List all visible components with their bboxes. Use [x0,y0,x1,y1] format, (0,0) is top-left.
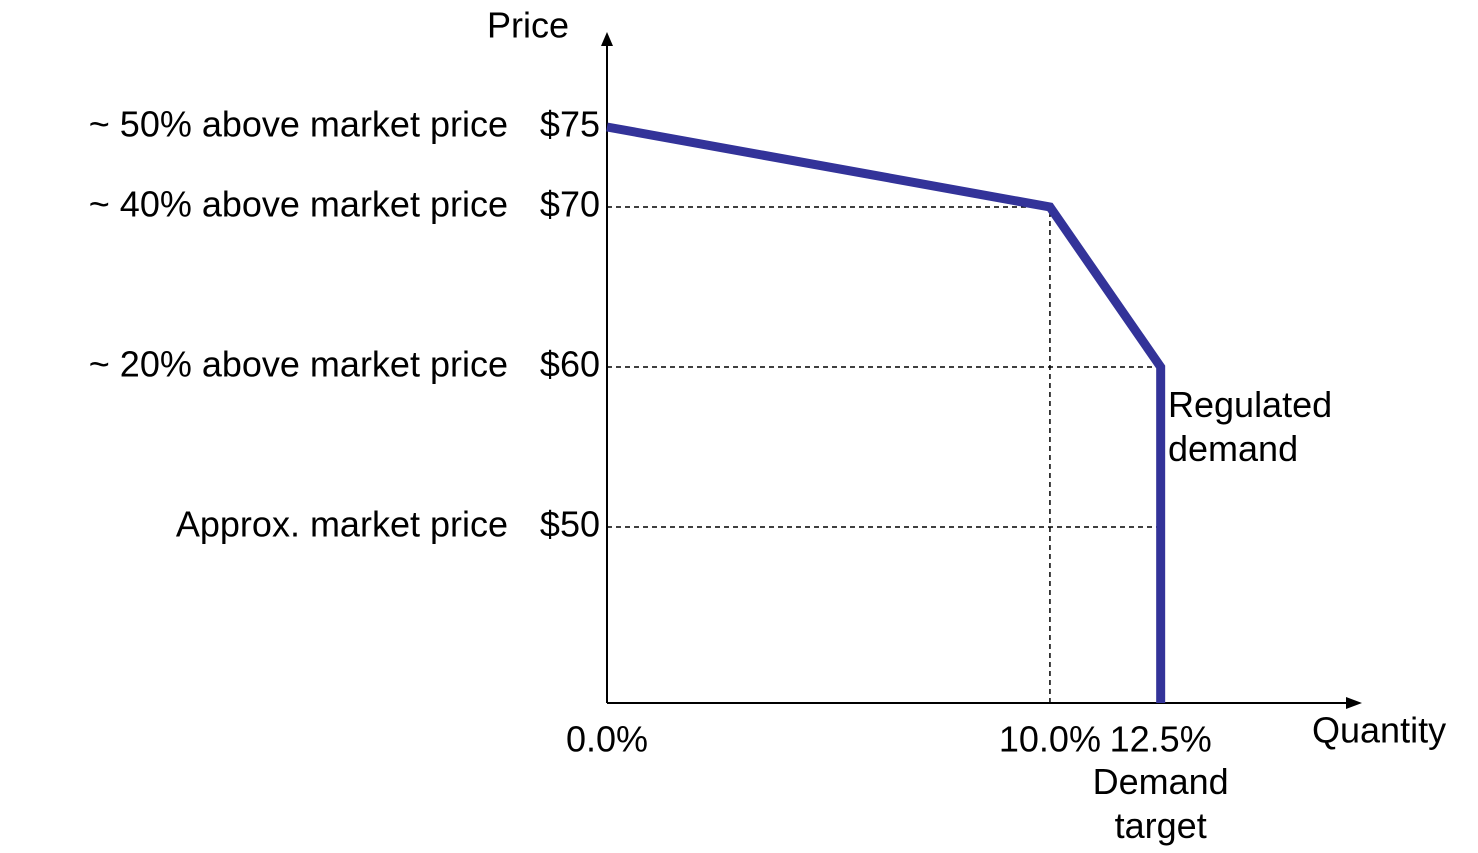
x-axis-label: Quantity [1312,710,1446,751]
x-tick-note: Demand target [1092,761,1229,846]
y-tick-label: $70 [540,184,600,225]
x-axis-arrow [1346,697,1362,709]
y-tick-label: $60 [540,344,600,385]
y-tick-label: $75 [540,104,600,145]
x-tick-label: 10.0% [999,719,1101,760]
y-tick-note: ~ 20% above market price [89,344,508,385]
x-tick-label: 12.5% [1110,719,1212,760]
line-label: Regulated demand [1168,384,1333,469]
y-tick-note: Approx. market price [176,504,508,545]
y-tick-note: ~ 50% above market price [89,104,508,145]
y-axis-label: Price [487,5,569,46]
y-tick-note: ~ 40% above market price [89,184,508,225]
x-tick-label: 0.0% [566,719,648,760]
y-axis-arrow [601,32,613,46]
y-tick-label: $50 [540,504,600,545]
data-line [606,122,1166,703]
